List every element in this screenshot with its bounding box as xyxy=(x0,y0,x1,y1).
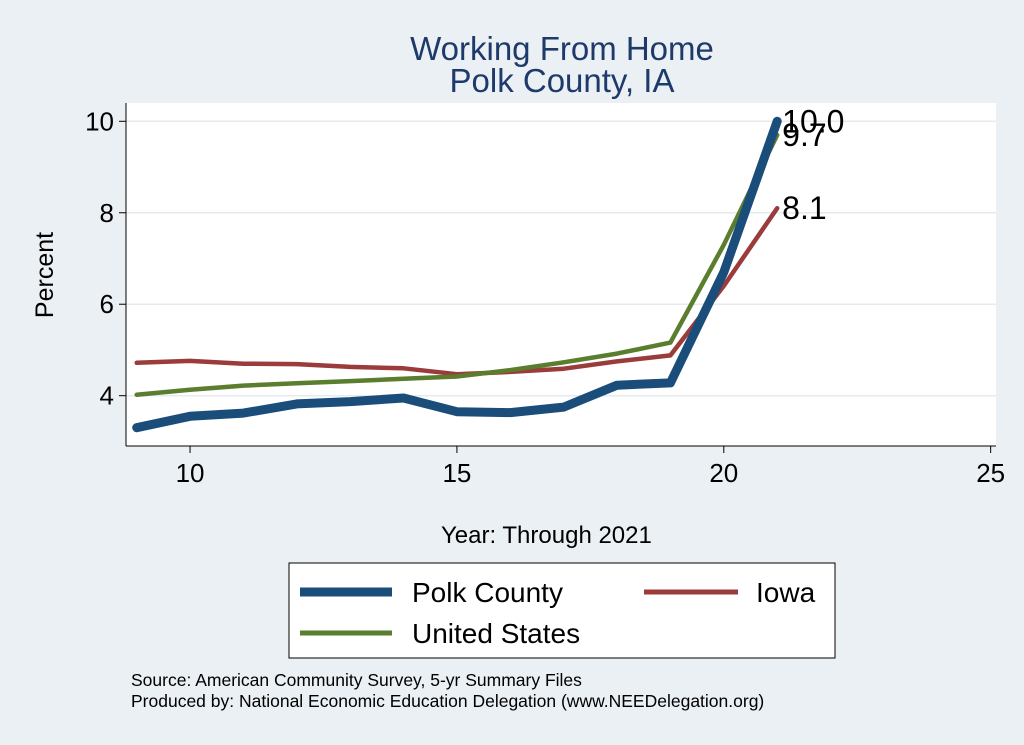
y-axis-title: Percent xyxy=(31,232,59,318)
x-tick-label: 20 xyxy=(709,458,738,488)
legend-label: Polk County xyxy=(412,577,563,608)
x-tick-label: 15 xyxy=(442,458,471,488)
y-tick-label: 4 xyxy=(100,381,114,411)
y-tick-label: 8 xyxy=(100,198,114,228)
source-note: Source: American Community Survey, 5-yr … xyxy=(131,670,582,690)
end-value-label: 9.7 xyxy=(782,117,826,153)
series-line-united-states xyxy=(134,132,780,398)
end-value-label: 8.1 xyxy=(782,190,826,226)
chart-title-line-1: Working From Home xyxy=(410,30,714,67)
series-line-iowa xyxy=(134,205,780,377)
series-line-polk-county xyxy=(132,116,782,433)
produced-by-note: Produced by: National Economic Education… xyxy=(131,691,765,711)
x-tick-label: 25 xyxy=(976,458,1005,488)
legend-label: Iowa xyxy=(756,577,816,608)
legend-box xyxy=(288,562,836,659)
y-tick-label: 6 xyxy=(100,289,114,319)
y-tick-label: 10 xyxy=(85,106,114,136)
x-tick-label: 10 xyxy=(176,458,205,488)
plot-area xyxy=(126,103,996,446)
chart-title-line-2: Polk County, IA xyxy=(449,62,675,99)
legend-label: United States xyxy=(412,618,580,649)
x-axis-title: Year: Through 2021 xyxy=(441,522,652,549)
end-value-label: 10.0 xyxy=(782,103,844,139)
